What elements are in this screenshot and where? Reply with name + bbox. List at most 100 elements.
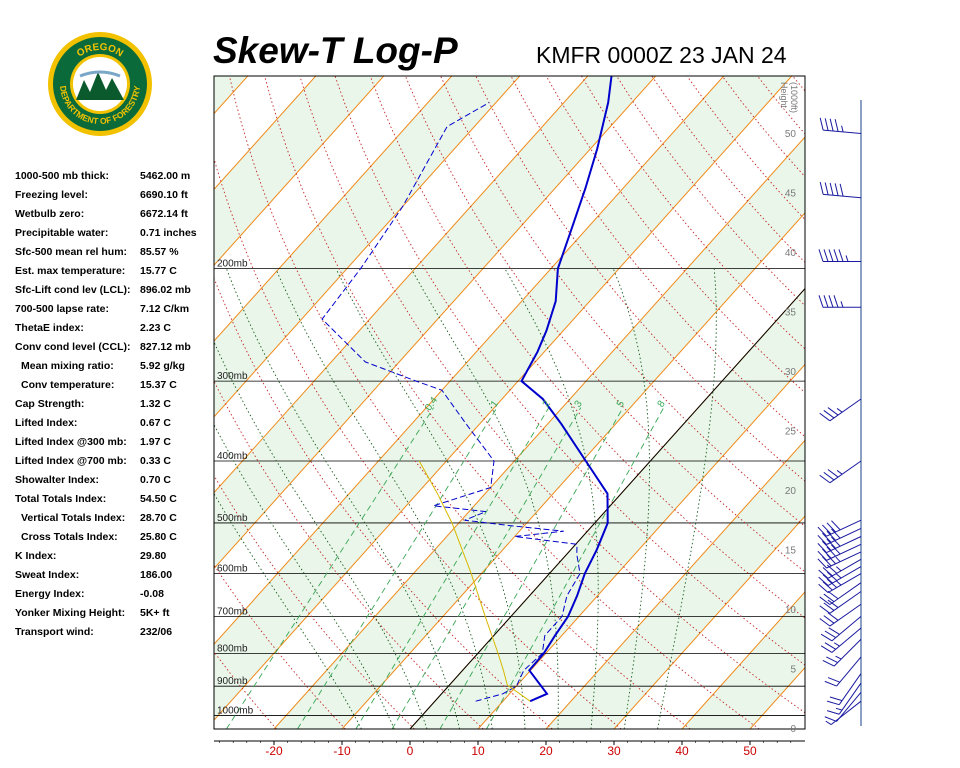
index-value: 6672.14 ft xyxy=(140,208,188,220)
wind-barb-flag xyxy=(831,528,841,539)
index-row: Total Totals Index: 54.50 C xyxy=(15,491,215,510)
dry-adiabat xyxy=(369,76,805,619)
moist-adiabat xyxy=(410,268,559,729)
wind-barb-flag xyxy=(824,118,829,131)
wind-barb-half xyxy=(833,642,840,647)
index-row: Yonker Mixing Height: 5K+ ft xyxy=(15,605,215,624)
wind-barb-flag xyxy=(826,656,838,664)
wind-barb-half xyxy=(836,566,842,572)
temperature-line xyxy=(520,76,613,703)
moist-adiabat xyxy=(612,268,650,729)
index-value: 2.23 C xyxy=(140,322,171,334)
wind-barb-flag xyxy=(820,645,833,653)
wind-barb-half xyxy=(836,573,842,579)
wind-barb-flag xyxy=(822,660,835,667)
mixing-ratio-line xyxy=(355,407,550,729)
index-label: 700-500 lapse rate: xyxy=(15,303,109,315)
index-label: Yonker Mixing Height: xyxy=(15,607,126,619)
wind-barb-flag xyxy=(817,543,827,553)
wind-barb-flag xyxy=(828,295,834,308)
index-row: Wetbulb zero: 6672.14 ft xyxy=(15,206,215,225)
height-axis-title: Height xyxy=(779,82,789,109)
pressure-label: 500mb xyxy=(217,513,248,524)
wind-barb-flag xyxy=(817,534,827,545)
wind-barb xyxy=(819,582,862,605)
height-tick-label: 30 xyxy=(785,367,797,378)
x-tick-label: 50 xyxy=(743,744,757,758)
index-row: Lifted Index @700 mb: 0.33 C xyxy=(15,453,215,472)
logo-text-top: OREGON xyxy=(75,42,125,60)
wind-barb-flag xyxy=(826,546,836,557)
mixing-ratio-line xyxy=(439,407,624,729)
wind-barb xyxy=(818,249,861,262)
wind-barb-half xyxy=(845,255,849,262)
index-value: 827.12 mb xyxy=(140,341,191,353)
wind-barb-flag xyxy=(818,576,829,586)
index-label: Mean mixing ratio: xyxy=(21,360,114,372)
height-tick-label: 10 xyxy=(785,605,797,616)
wind-barb-flag xyxy=(827,599,839,608)
isotherm-band xyxy=(0,76,112,729)
background-lines xyxy=(0,76,805,729)
wind-barb-flag xyxy=(824,716,837,722)
height-tick-label: 35 xyxy=(785,308,797,319)
index-label: Showalter Index: xyxy=(15,474,100,486)
isotherm-line xyxy=(681,591,805,729)
plot-border xyxy=(213,75,806,730)
isotherm-line xyxy=(214,76,317,191)
pressure-label: 200mb xyxy=(217,258,248,269)
wind-barb-flag xyxy=(828,627,840,635)
height-tick-label: 50 xyxy=(785,129,797,140)
isotherm-line xyxy=(214,76,725,646)
wind-barb-flag xyxy=(817,558,827,569)
wind-barb-flag xyxy=(817,526,827,537)
isotherm-line xyxy=(214,76,521,418)
wind-barb-flag xyxy=(826,700,840,706)
wind-barb-flag xyxy=(823,295,829,308)
wind-barb xyxy=(817,543,862,561)
wind-barb-flag xyxy=(831,536,841,547)
index-row: Lifted Index: 0.67 C xyxy=(15,415,215,434)
mixing-ratio-line xyxy=(226,407,435,729)
isotherm-line xyxy=(0,76,112,729)
wind-barb-flag xyxy=(817,550,827,561)
index-value: 0.33 C xyxy=(140,455,171,467)
wind-barb-half xyxy=(841,125,844,133)
index-label: Sfc-Lift cond lev (LCL): xyxy=(15,284,131,296)
wind-barb-flag xyxy=(822,581,833,591)
wind-barb xyxy=(826,682,862,715)
index-label: Wetbulb zero: xyxy=(15,208,85,220)
wind-barb-staff xyxy=(831,627,862,653)
index-value: 6690.10 ft xyxy=(140,189,188,201)
height-tick-label: 15 xyxy=(785,546,797,557)
wind-barb-flag xyxy=(828,249,834,262)
height-tick-label: 25 xyxy=(785,427,797,438)
index-value: -0.08 xyxy=(140,588,164,600)
wind-barb-flag xyxy=(834,119,839,132)
index-value: 15.77 C xyxy=(140,265,177,277)
wind-barb-flag xyxy=(819,596,831,605)
wind-barb-staff xyxy=(826,528,862,545)
wind-barb-flag xyxy=(819,181,824,195)
isotherm-line xyxy=(214,76,657,570)
moist-adiabat xyxy=(335,268,526,729)
wind-barb xyxy=(818,558,862,579)
isotherm-line xyxy=(0,76,180,729)
index-value: 0.70 C xyxy=(140,474,171,486)
pressure-label: 300mb xyxy=(217,371,248,382)
index-row: Sfc-Lift cond lev (LCL): 896.02 mb xyxy=(15,282,215,301)
wind-barb-staff xyxy=(838,682,862,715)
index-value: 15.37 C xyxy=(140,379,177,391)
index-label: K Index: xyxy=(15,550,57,562)
isotherm-line xyxy=(545,439,805,729)
index-label: 1000-500 mb thick: xyxy=(15,170,109,182)
wind-barb-flag xyxy=(824,630,836,639)
wind-barb xyxy=(820,627,862,653)
wind-barb-flag xyxy=(818,295,824,308)
wind-barb-flag xyxy=(827,590,839,600)
wind-barb-staff xyxy=(836,656,862,687)
wind-barb-flag xyxy=(820,633,833,642)
index-row: Freezing level: 6690.10 ft xyxy=(15,187,215,206)
height-axis-title: (1000ft) xyxy=(789,82,799,113)
index-row: Est. max temperature: 15.77 C xyxy=(15,263,215,282)
